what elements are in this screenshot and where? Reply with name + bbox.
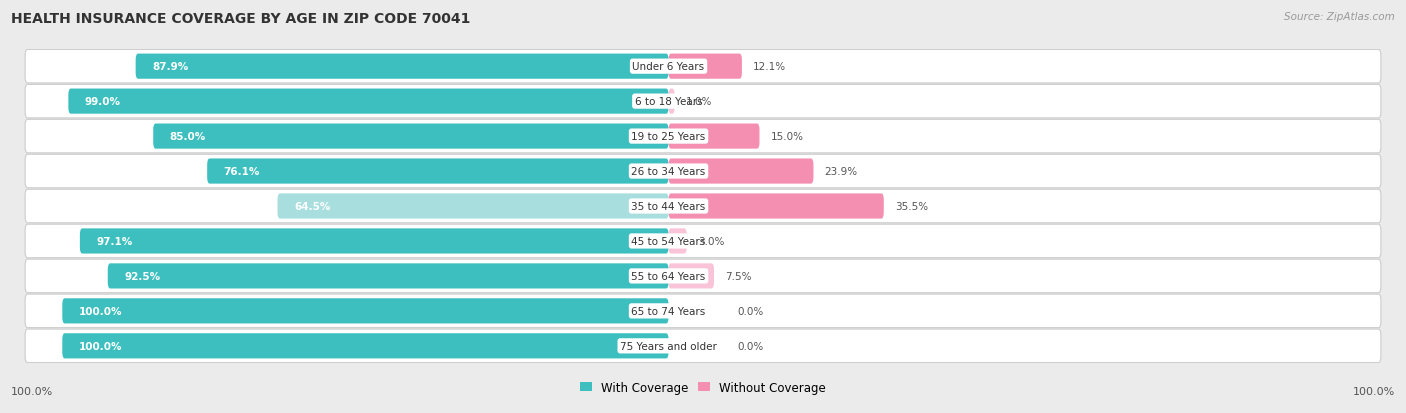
- Text: HEALTH INSURANCE COVERAGE BY AGE IN ZIP CODE 70041: HEALTH INSURANCE COVERAGE BY AGE IN ZIP …: [11, 12, 471, 26]
- FancyBboxPatch shape: [25, 294, 1381, 328]
- FancyBboxPatch shape: [669, 194, 884, 219]
- Text: 45 to 54 Years: 45 to 54 Years: [631, 236, 706, 247]
- Text: 35 to 44 Years: 35 to 44 Years: [631, 202, 706, 211]
- Text: 55 to 64 Years: 55 to 64 Years: [631, 271, 706, 281]
- FancyBboxPatch shape: [25, 329, 1381, 363]
- FancyBboxPatch shape: [669, 159, 814, 184]
- Text: 0.0%: 0.0%: [738, 341, 763, 351]
- FancyBboxPatch shape: [669, 89, 675, 114]
- FancyBboxPatch shape: [153, 124, 669, 150]
- FancyBboxPatch shape: [669, 263, 714, 289]
- FancyBboxPatch shape: [25, 155, 1381, 188]
- Text: 92.5%: 92.5%: [124, 271, 160, 281]
- FancyBboxPatch shape: [25, 120, 1381, 154]
- Text: 100.0%: 100.0%: [79, 341, 122, 351]
- Text: 76.1%: 76.1%: [224, 166, 260, 177]
- Text: 15.0%: 15.0%: [770, 132, 803, 142]
- FancyBboxPatch shape: [69, 89, 669, 114]
- Text: 19 to 25 Years: 19 to 25 Years: [631, 132, 706, 142]
- Text: 35.5%: 35.5%: [894, 202, 928, 211]
- FancyBboxPatch shape: [25, 50, 1381, 84]
- Text: 87.9%: 87.9%: [152, 62, 188, 72]
- FancyBboxPatch shape: [62, 299, 669, 324]
- Text: 65 to 74 Years: 65 to 74 Years: [631, 306, 706, 316]
- Text: 85.0%: 85.0%: [170, 132, 207, 142]
- Text: 97.1%: 97.1%: [97, 236, 132, 247]
- FancyBboxPatch shape: [669, 55, 742, 80]
- FancyBboxPatch shape: [277, 194, 669, 219]
- Text: Source: ZipAtlas.com: Source: ZipAtlas.com: [1284, 12, 1395, 22]
- FancyBboxPatch shape: [135, 55, 669, 80]
- FancyBboxPatch shape: [207, 159, 669, 184]
- Text: 12.1%: 12.1%: [754, 62, 786, 72]
- FancyBboxPatch shape: [108, 263, 669, 289]
- Text: 23.9%: 23.9%: [824, 166, 858, 177]
- FancyBboxPatch shape: [25, 259, 1381, 293]
- Text: Under 6 Years: Under 6 Years: [633, 62, 704, 72]
- FancyBboxPatch shape: [25, 190, 1381, 223]
- Text: 100.0%: 100.0%: [1353, 387, 1395, 396]
- Text: 26 to 34 Years: 26 to 34 Years: [631, 166, 706, 177]
- FancyBboxPatch shape: [80, 229, 669, 254]
- Text: 0.0%: 0.0%: [738, 306, 763, 316]
- Text: 100.0%: 100.0%: [11, 387, 53, 396]
- FancyBboxPatch shape: [25, 85, 1381, 119]
- FancyBboxPatch shape: [669, 124, 759, 150]
- Text: 64.5%: 64.5%: [294, 202, 330, 211]
- Text: 7.5%: 7.5%: [725, 271, 752, 281]
- Legend: With Coverage, Without Coverage: With Coverage, Without Coverage: [575, 376, 831, 399]
- Text: 6 to 18 Years: 6 to 18 Years: [634, 97, 703, 107]
- Text: 99.0%: 99.0%: [84, 97, 121, 107]
- FancyBboxPatch shape: [62, 333, 669, 358]
- Text: 3.0%: 3.0%: [697, 236, 724, 247]
- FancyBboxPatch shape: [25, 225, 1381, 258]
- FancyBboxPatch shape: [669, 229, 686, 254]
- Text: 100.0%: 100.0%: [79, 306, 122, 316]
- Text: 1.0%: 1.0%: [686, 97, 711, 107]
- Text: 75 Years and older: 75 Years and older: [620, 341, 717, 351]
